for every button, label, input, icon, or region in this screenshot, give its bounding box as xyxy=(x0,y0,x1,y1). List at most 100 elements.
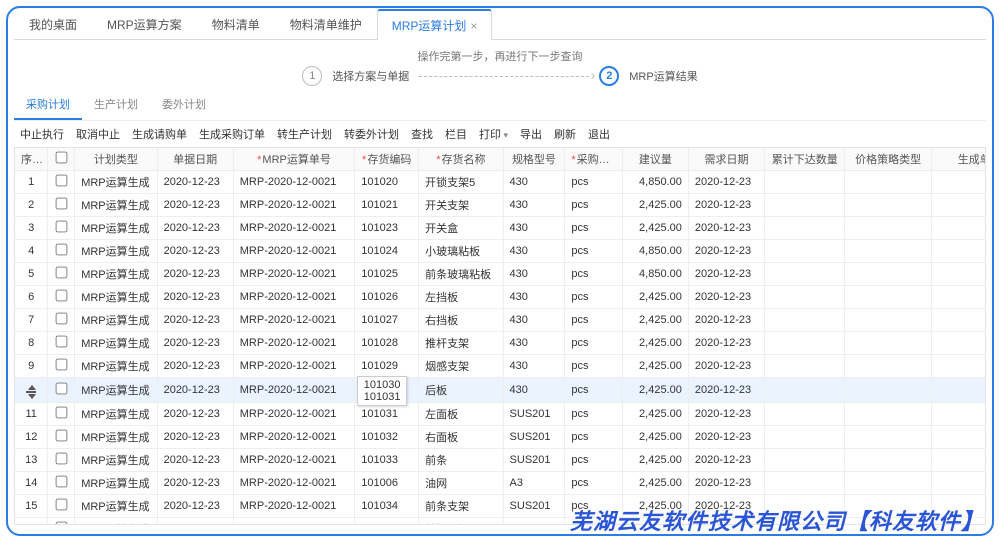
subtab-1[interactable]: 生产计划 xyxy=(82,90,150,120)
cell-cumQty xyxy=(765,426,845,449)
mrp-table: 序号 计划类型单据日期MRP运算单号存货编码存货名称规格型号采购单位建议量需求日期… xyxy=(15,148,986,525)
cell-spec: 430 xyxy=(503,194,565,217)
table-row[interactable]: 11MRP运算生成2020-12-23MRP-2020-12-002110103… xyxy=(15,403,986,426)
toolbar-btn-10[interactable]: 刷新 xyxy=(554,126,576,142)
col-reqDate[interactable]: 需求日期 xyxy=(688,148,764,171)
col-unit[interactable]: 采购单位 xyxy=(565,148,623,171)
row-checkbox[interactable] xyxy=(55,336,67,348)
cell-idx: 1 xyxy=(15,171,48,194)
table-container[interactable]: 序号 计划类型单据日期MRP运算单号存货编码存货名称规格型号采购单位建议量需求日期… xyxy=(14,147,986,525)
cell-invCode: 101024 xyxy=(355,240,419,263)
row-checkbox[interactable] xyxy=(55,522,67,525)
cell-billDate: 2020-12-23 xyxy=(157,194,233,217)
table-row[interactable]: 9MRP运算生成2020-12-23MRP-2020-12-0021101029… xyxy=(15,355,986,378)
col-billDate[interactable]: 单据日期 xyxy=(157,148,233,171)
toolbar-btn-1[interactable]: 取消中止 xyxy=(76,126,120,142)
col-invCode[interactable]: 存货编码 xyxy=(355,148,419,171)
tab-2[interactable]: 物料清单 xyxy=(197,9,275,39)
toolbar-btn-3[interactable]: 生成采购订单 xyxy=(199,126,265,142)
toolbar-btn-4[interactable]: 转生产计划 xyxy=(277,126,332,142)
row-checkbox[interactable] xyxy=(55,453,67,465)
cell-spec: SUS201 xyxy=(503,449,565,472)
toolbar-btn-9[interactable]: 导出 xyxy=(520,126,542,142)
tab-3[interactable]: 物料清单维护 xyxy=(275,9,377,39)
cell-spec: 430 xyxy=(503,309,565,332)
row-checkbox[interactable] xyxy=(55,407,67,419)
row-checkbox[interactable] xyxy=(55,476,67,488)
cell-invCode: 101026 xyxy=(355,286,419,309)
row-checkbox[interactable] xyxy=(55,244,67,256)
subtab-2[interactable]: 委外计划 xyxy=(150,90,218,120)
cell-planType: MRP运算生成 xyxy=(75,171,157,194)
tab-4[interactable]: MRP运算计划× xyxy=(377,9,493,40)
cell-cumQty xyxy=(765,403,845,426)
table-row[interactable]: 13MRP运算生成2020-12-23MRP-2020-12-002110103… xyxy=(15,449,986,472)
toolbar-btn-0[interactable]: 中止执行 xyxy=(20,126,64,142)
table-row[interactable]: 4MRP运算生成2020-12-23MRP-2020-12-0021101024… xyxy=(15,240,986,263)
cell-cumQty xyxy=(765,472,845,495)
cell-unit: pcs xyxy=(565,355,623,378)
col-genBill[interactable]: 生成单据 xyxy=(931,148,986,171)
cell-chk xyxy=(48,286,75,309)
col-sugQty[interactable]: 建议量 xyxy=(622,148,688,171)
cell-planType: MRP运算生成 xyxy=(75,217,157,240)
close-icon[interactable]: × xyxy=(470,19,477,33)
col-idx[interactable]: 序号 xyxy=(15,148,48,171)
toolbar-btn-11[interactable]: 退出 xyxy=(588,126,610,142)
cell-invName: 右挡板 xyxy=(419,309,503,332)
cell-billDate: 2020-12-23 xyxy=(157,495,233,518)
row-checkbox[interactable] xyxy=(55,383,67,395)
subtab-0[interactable]: 采购计划 xyxy=(14,90,82,120)
cell-genBill xyxy=(931,332,986,355)
col-mrpNo[interactable]: MRP运算单号 xyxy=(233,148,355,171)
row-checkbox[interactable] xyxy=(55,359,67,371)
table-row[interactable]: MRP运算生成2020-12-23MRP-2020-12-0021后板430pc… xyxy=(15,378,986,403)
toolbar-btn-6[interactable]: 查找 xyxy=(411,126,433,142)
row-checkbox[interactable] xyxy=(55,175,67,187)
row-checkbox[interactable] xyxy=(55,290,67,302)
toolbar-btn-8[interactable]: 打印 xyxy=(479,126,508,142)
cell-chk xyxy=(48,332,75,355)
tab-1[interactable]: MRP运算方案 xyxy=(92,9,197,39)
cell-idx: 6 xyxy=(15,286,48,309)
toolbar-btn-2[interactable]: 生成请购单 xyxy=(132,126,187,142)
row-checkbox[interactable] xyxy=(55,430,67,442)
table-row[interactable]: 2MRP运算生成2020-12-23MRP-2020-12-0021101021… xyxy=(15,194,986,217)
row-checkbox[interactable] xyxy=(55,198,67,210)
cell-reqDate: 2020-12-23 xyxy=(688,309,764,332)
cell-cumQty xyxy=(765,355,845,378)
cell-spec: 430 xyxy=(503,217,565,240)
step-circle-1[interactable]: 1 xyxy=(302,66,322,86)
row-checkbox[interactable] xyxy=(55,313,67,325)
table-row[interactable]: 12MRP运算生成2020-12-23MRP-2020-12-002110103… xyxy=(15,426,986,449)
table-row[interactable]: 14MRP运算生成2020-12-23MRP-2020-12-002110100… xyxy=(15,472,986,495)
cell-chk xyxy=(48,355,75,378)
col-spec[interactable]: 规格型号 xyxy=(503,148,565,171)
tab-0[interactable]: 我的桌面 xyxy=(14,9,92,39)
table-row[interactable]: 6MRP运算生成2020-12-23MRP-2020-12-0021101026… xyxy=(15,286,986,309)
table-row[interactable]: 1MRP运算生成2020-12-23MRP-2020-12-0021101020… xyxy=(15,171,986,194)
cell-chk xyxy=(48,171,75,194)
col-cumQty[interactable]: 累计下达数量 xyxy=(765,148,845,171)
toolbar-btn-5[interactable]: 转委外计划 xyxy=(344,126,399,142)
cell-spec: 430 xyxy=(503,286,565,309)
col-planType[interactable]: 计划类型 xyxy=(75,148,157,171)
row-checkbox[interactable] xyxy=(55,499,67,511)
cell-billDate: 2020-12-23 xyxy=(157,426,233,449)
step-circle-2[interactable]: 2 xyxy=(599,66,619,86)
col-invName[interactable]: 存货名称 xyxy=(419,148,503,171)
row-checkbox[interactable] xyxy=(55,267,67,279)
cell-chk xyxy=(48,472,75,495)
table-row[interactable]: 3MRP运算生成2020-12-23MRP-2020-12-0021101023… xyxy=(15,217,986,240)
cell-planType: MRP运算生成 xyxy=(75,332,157,355)
toolbar-btn-7[interactable]: 栏目 xyxy=(445,126,467,142)
row-checkbox[interactable] xyxy=(55,221,67,233)
table-row[interactable]: 7MRP运算生成2020-12-23MRP-2020-12-0021101027… xyxy=(15,309,986,332)
select-all-checkbox[interactable] xyxy=(55,152,67,164)
cell-priceType xyxy=(845,426,931,449)
table-row[interactable]: 5MRP运算生成2020-12-23MRP-2020-12-0021101025… xyxy=(15,263,986,286)
col-chk[interactable] xyxy=(48,148,75,171)
col-priceType[interactable]: 价格策略类型 xyxy=(845,148,931,171)
table-row[interactable]: 8MRP运算生成2020-12-23MRP-2020-12-0021101028… xyxy=(15,332,986,355)
cell-planType: MRP运算生成 xyxy=(75,240,157,263)
